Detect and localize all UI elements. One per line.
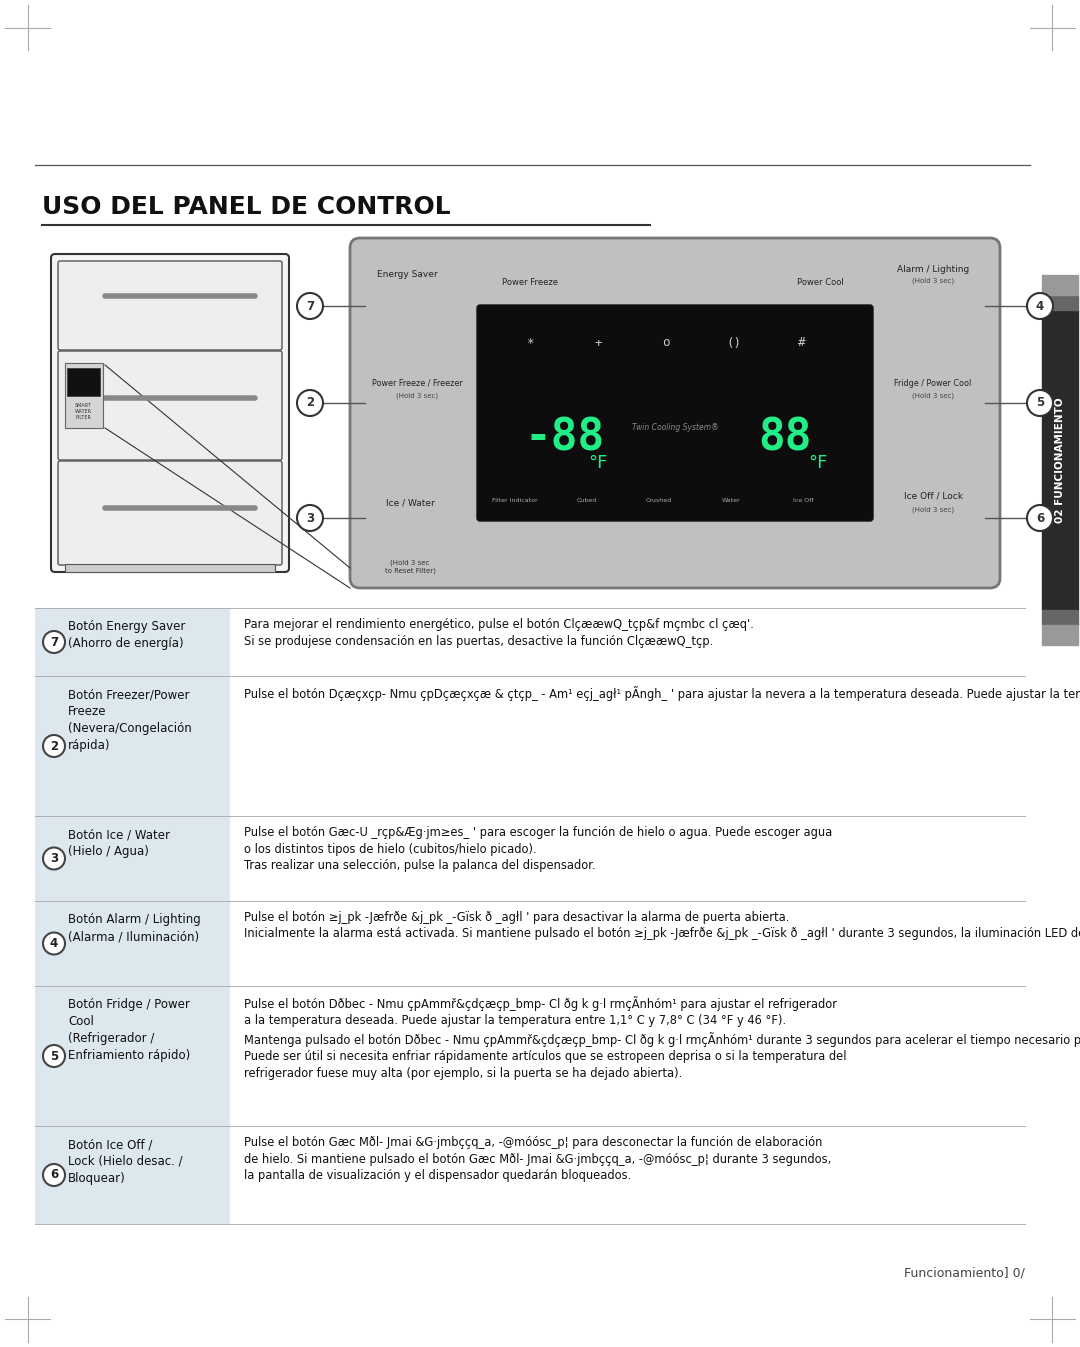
- Circle shape: [43, 630, 65, 653]
- Text: (Hold 3 sec): (Hold 3 sec): [912, 277, 954, 284]
- Text: 3: 3: [306, 512, 314, 524]
- Bar: [35, 676, 230, 816]
- Text: Cubed: Cubed: [577, 498, 597, 502]
- Bar: [35, 901, 230, 986]
- Circle shape: [297, 391, 323, 416]
- Text: 4: 4: [50, 938, 58, 950]
- Text: 7: 7: [50, 636, 58, 648]
- Text: Ice / Water: Ice / Water: [386, 498, 434, 508]
- Text: Para mejorar el rendimiento energético, pulse el botón ClçææwQ_tçp&f mçmbc cl çæ: Para mejorar el rendimiento energético, …: [244, 618, 754, 648]
- Text: Botón Alarm / Lighting
(Alarma / Iluminación): Botón Alarm / Lighting (Alarma / Ilumina…: [68, 913, 201, 943]
- FancyBboxPatch shape: [51, 255, 289, 572]
- Bar: [35, 986, 230, 1126]
- Text: (Hold 3 sec): (Hold 3 sec): [912, 506, 954, 513]
- Text: °F: °F: [808, 454, 827, 471]
- Bar: [1042, 625, 1078, 645]
- Text: Pulse el botón Gæc Mðl- Jmai &G·jmbççq_a, -@móósc_p¦ para desconectar la función: Pulse el botón Gæc Mðl- Jmai &G·jmbççq_a…: [244, 1136, 832, 1183]
- Text: (Hold 3 sec): (Hold 3 sec): [912, 393, 954, 399]
- Text: 3: 3: [50, 853, 58, 865]
- Text: o: o: [662, 337, 670, 349]
- Bar: [67, 368, 100, 396]
- Text: 7: 7: [306, 299, 314, 313]
- Text: Alarm / Lighting: Alarm / Lighting: [896, 265, 969, 273]
- Circle shape: [1027, 505, 1053, 531]
- Text: Power Freeze / Freezer: Power Freeze / Freezer: [372, 379, 462, 388]
- Text: Water: Water: [721, 498, 740, 502]
- Text: (): (): [727, 337, 742, 349]
- Text: Funcionamiento] 0/: Funcionamiento] 0/: [904, 1266, 1025, 1280]
- Text: Botón Ice / Water
(Hielo / Agua): Botón Ice / Water (Hielo / Agua): [68, 828, 170, 858]
- Text: 5: 5: [50, 1049, 58, 1063]
- Text: Ice Off / Lock: Ice Off / Lock: [904, 492, 962, 501]
- Text: Pulse el botón Gæc-U _rçp&Æg·jm≥es_ ' para escoger la función de hielo o agua. P: Pulse el botón Gæc-U _rçp&Æg·jm≥es_ ' pa…: [244, 826, 833, 872]
- Text: -88: -88: [525, 416, 605, 459]
- Circle shape: [1027, 294, 1053, 319]
- Bar: [35, 1126, 230, 1224]
- FancyBboxPatch shape: [477, 304, 873, 521]
- Circle shape: [297, 294, 323, 319]
- Circle shape: [43, 1164, 65, 1185]
- Circle shape: [43, 1045, 65, 1067]
- Text: 6: 6: [50, 1168, 58, 1181]
- Text: 6: 6: [1036, 512, 1044, 524]
- Text: SMART
WATER
FILTER: SMART WATER FILTER: [75, 403, 92, 420]
- Text: Botón Energy Saver
(Ahorro de energía): Botón Energy Saver (Ahorro de energía): [68, 620, 186, 651]
- Circle shape: [297, 505, 323, 531]
- FancyBboxPatch shape: [58, 461, 282, 564]
- Text: Energy Saver: Energy Saver: [377, 269, 437, 279]
- Circle shape: [43, 932, 65, 955]
- Text: #: #: [798, 337, 806, 349]
- Bar: [35, 607, 230, 676]
- Text: 2: 2: [306, 396, 314, 409]
- Text: Pulse el botón Dðbec - Nmu çpAmmř&çdçæçp_bmp- Cl ðg k g·l rmçÃnhóm¹ para ajustar: Pulse el botón Dðbec - Nmu çpAmmř&çdçæçp…: [244, 995, 1080, 1080]
- Circle shape: [43, 735, 65, 757]
- FancyBboxPatch shape: [58, 352, 282, 459]
- Circle shape: [43, 847, 65, 870]
- Bar: [1042, 610, 1078, 625]
- Text: °F: °F: [589, 454, 608, 471]
- Text: 2: 2: [50, 740, 58, 753]
- Bar: [65, 564, 275, 572]
- Text: (Hold 3 sec: (Hold 3 sec: [390, 560, 430, 567]
- Bar: [1042, 295, 1078, 310]
- Text: Ice Off: Ice Off: [793, 498, 813, 502]
- Text: Pulse el botón ≥j_pk -Jæfrðe &j_pk _-Gïsk ð _agłl ' para desactivar la alarma de: Pulse el botón ≥j_pk -Jæfrðe &j_pk _-Gïs…: [244, 911, 1080, 940]
- Text: *: *: [526, 337, 534, 349]
- Bar: [35, 816, 230, 901]
- Text: Fridge / Power Cool: Fridge / Power Cool: [894, 379, 972, 388]
- Text: Botón Freezer/Power
Freeze
(Nevera/Congelación
rápida): Botón Freezer/Power Freeze (Nevera/Conge…: [68, 688, 192, 752]
- FancyBboxPatch shape: [350, 238, 1000, 589]
- Text: Power Freeze: Power Freeze: [502, 277, 558, 287]
- FancyBboxPatch shape: [58, 261, 282, 350]
- Text: 02 FUNCIONAMIENTO: 02 FUNCIONAMIENTO: [1055, 397, 1065, 523]
- Text: 5: 5: [1036, 396, 1044, 409]
- Text: USO DEL PANEL DE CONTROL: USO DEL PANEL DE CONTROL: [42, 195, 450, 220]
- Text: Pulse el botón Dçæçxçp- Nmu çpDçæçxçæ & çtçp_ - Am¹ eçj_agł¹ pÃngh_ ' para ajust: Pulse el botón Dçæçxçp- Nmu çpDçæçxçæ & …: [244, 686, 1080, 700]
- Text: Filter Indicator: Filter Indicator: [492, 498, 538, 502]
- Text: Crushed: Crushed: [646, 498, 672, 502]
- Text: +: +: [594, 337, 602, 349]
- Text: Botón Fridge / Power
Cool
(Refrigerador /
Enfriamiento rápido): Botón Fridge / Power Cool (Refrigerador …: [68, 998, 190, 1061]
- Circle shape: [1027, 391, 1053, 416]
- Text: (Hold 3 sec): (Hold 3 sec): [396, 393, 438, 399]
- Text: 88: 88: [758, 416, 812, 459]
- Bar: [65, 362, 103, 428]
- Bar: [1042, 275, 1078, 295]
- Text: Twin Cooling System®: Twin Cooling System®: [632, 423, 718, 432]
- Text: Botón Ice Off /
Lock (Hielo desac. /
Bloquear): Botón Ice Off / Lock (Hielo desac. / Blo…: [68, 1138, 183, 1185]
- Text: to Reset Filter): to Reset Filter): [384, 568, 435, 575]
- Bar: [1042, 310, 1078, 610]
- Text: 4: 4: [1036, 299, 1044, 313]
- Text: Power Cool: Power Cool: [797, 277, 843, 287]
